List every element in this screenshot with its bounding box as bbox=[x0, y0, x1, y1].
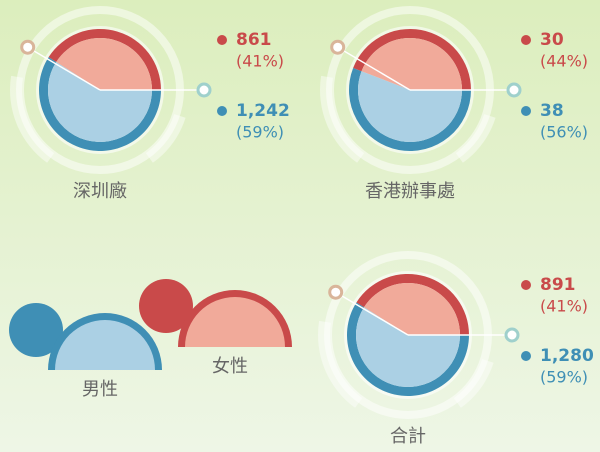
percent-label: (41%) bbox=[236, 52, 284, 71]
value-label: 38 bbox=[540, 101, 564, 121]
percent-label: (41%) bbox=[540, 297, 588, 316]
halo-arc bbox=[145, 114, 186, 163]
halo-arc bbox=[453, 359, 494, 408]
slice-ring bbox=[346, 302, 469, 397]
percent-label: (59%) bbox=[540, 368, 588, 387]
legend-label: 女性 bbox=[212, 356, 248, 377]
chart-title: 深圳廠 bbox=[73, 180, 127, 202]
legend-shape bbox=[9, 303, 63, 357]
pointer-dot bbox=[504, 327, 520, 343]
legend-dot bbox=[521, 35, 531, 45]
value-label: 1,242 bbox=[236, 101, 290, 121]
percent-label: (56%) bbox=[540, 123, 588, 142]
pointer-dot bbox=[506, 82, 522, 98]
legend: 男性 女性 bbox=[9, 279, 292, 400]
legend-label: 男性 bbox=[82, 379, 118, 400]
pointer bbox=[337, 46, 411, 91]
slice bbox=[56, 37, 152, 90]
legend-dot bbox=[217, 106, 227, 116]
legend-shape bbox=[55, 320, 155, 370]
slice-ring bbox=[353, 28, 471, 90]
value-label: 891 bbox=[540, 275, 576, 295]
pointer bbox=[27, 46, 101, 91]
pointer-dot bbox=[328, 284, 344, 300]
percent-label: (44%) bbox=[540, 52, 588, 71]
value-label: 1,280 bbox=[540, 346, 594, 366]
pointer-dot bbox=[20, 39, 36, 55]
legend-shape bbox=[185, 297, 285, 347]
slice bbox=[356, 307, 460, 387]
value-label: 861 bbox=[236, 30, 272, 50]
pointer-dot bbox=[330, 39, 346, 55]
pointer bbox=[335, 291, 409, 336]
halo-arc bbox=[318, 320, 363, 408]
chart-title: 合計 bbox=[390, 426, 426, 447]
legend-dot bbox=[521, 106, 531, 116]
percent-label: (59%) bbox=[236, 123, 284, 142]
legend-dot bbox=[521, 280, 531, 290]
legend-shape bbox=[139, 279, 193, 333]
slice-ring bbox=[39, 57, 161, 151]
slice bbox=[358, 71, 462, 142]
halo-arc bbox=[320, 75, 365, 163]
halo-arc bbox=[455, 114, 496, 163]
value-label: 30 bbox=[540, 30, 564, 50]
pointer-dot bbox=[196, 82, 212, 98]
legend-dot bbox=[217, 35, 227, 45]
slice-ring bbox=[356, 274, 469, 335]
slice-ring bbox=[48, 28, 162, 91]
slice bbox=[364, 283, 460, 335]
chart-title: 香港辦事處 bbox=[365, 181, 455, 202]
slice bbox=[48, 61, 152, 143]
halo-arc bbox=[10, 75, 55, 163]
legend-dot bbox=[521, 351, 531, 361]
